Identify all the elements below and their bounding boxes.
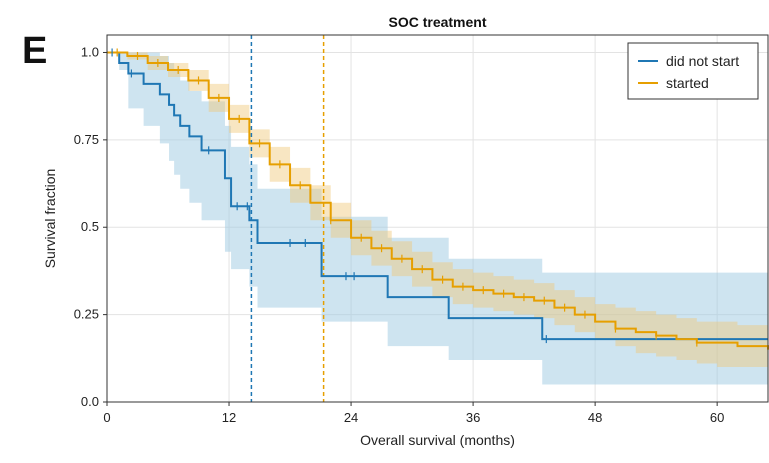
y-axis-label: Survival fraction [42, 169, 58, 269]
x-tick-label: 60 [710, 410, 724, 425]
x-tick-label: 0 [103, 410, 110, 425]
x-tick-label: 36 [466, 410, 480, 425]
x-tick-label: 24 [344, 410, 358, 425]
plot-frame [106, 34, 769, 403]
x-axis-ticks: 0 12 24 36 48 60 [103, 402, 724, 425]
y-tick-label: 0.25 [74, 307, 99, 322]
ci-band-did-not-start [107, 52, 768, 385]
y-axis-ticks: 0.0 0.25 0.5 0.75 1.0 [74, 44, 107, 409]
chart-title: SOC treatment [388, 14, 486, 30]
legend-box [627, 42, 759, 100]
survival-curve-did-not-start [107, 51, 768, 341]
legend-label: did not start [666, 53, 739, 69]
median-lines [250, 35, 325, 402]
x-tick-label: 12 [222, 410, 236, 425]
legend: did not start started [627, 42, 759, 100]
panel-letter: E [22, 30, 48, 72]
x-axis-label: Overall survival (months) [360, 432, 515, 448]
x-tick-label: 48 [588, 410, 602, 425]
y-tick-label: 1.0 [81, 44, 99, 59]
legend-label: started [666, 75, 709, 91]
y-tick-label: 0.5 [81, 219, 99, 234]
y-tick-label: 0.75 [74, 132, 99, 147]
censor-marks [111, 48, 698, 347]
y-tick-label: 0.0 [81, 394, 99, 409]
